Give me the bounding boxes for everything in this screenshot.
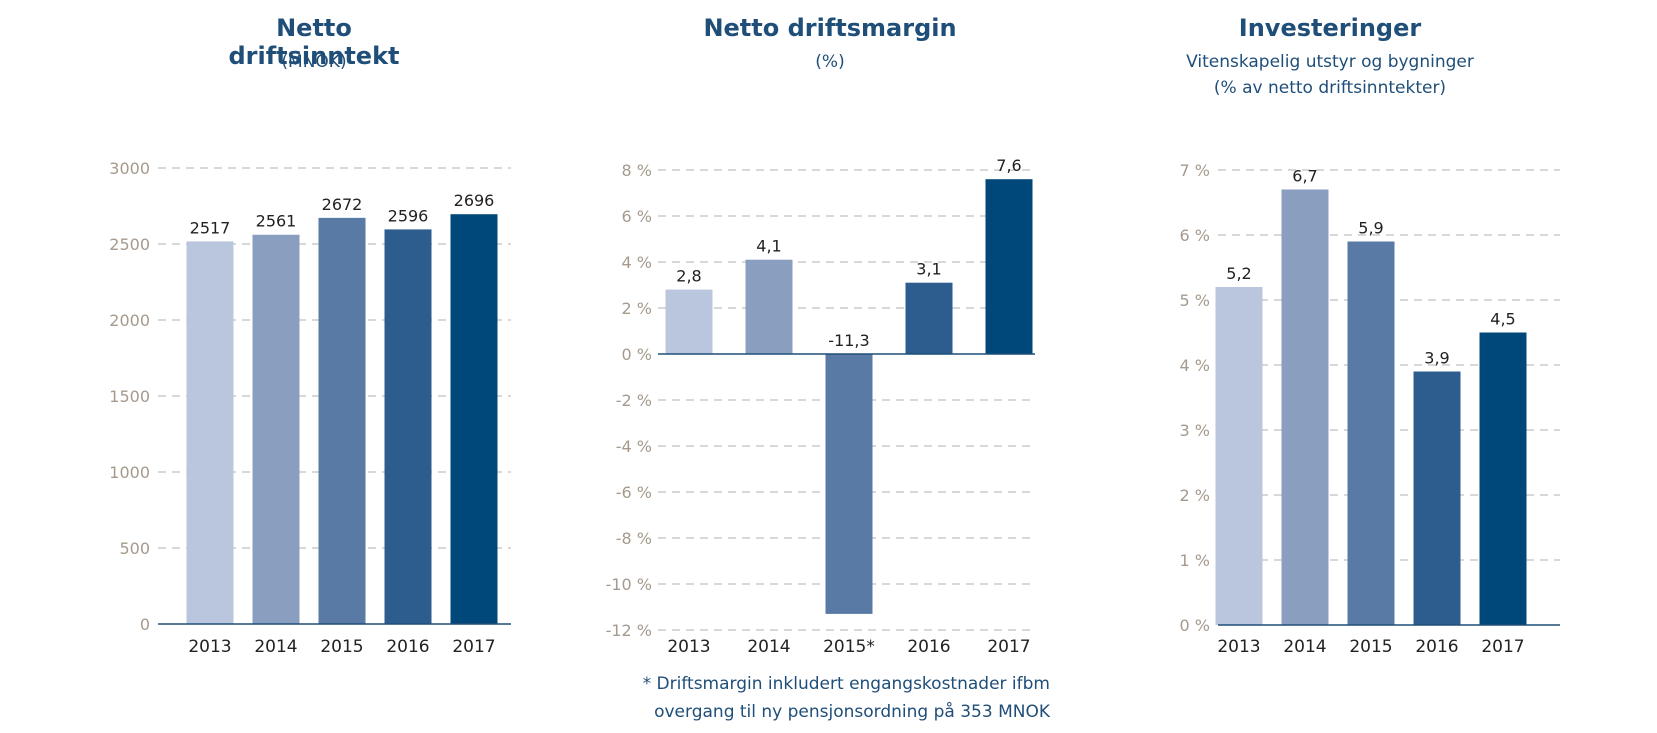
y-tick-label-chart3: 5 %: [1180, 291, 1210, 310]
x-tick-label-chart2: 2014: [747, 637, 790, 657]
bar-chart1-2014: [252, 234, 300, 624]
data-label-chart3: 6,7: [1292, 167, 1317, 186]
y-tick-label-chart2: -12 %: [606, 621, 652, 640]
bar-chart3-2014: [1281, 189, 1329, 625]
chart3-subtitle-line2: (% av netto driftsinntekter): [1213, 78, 1447, 98]
bar-chart3-2016: [1413, 371, 1461, 625]
y-tick-label-chart1: 2500: [109, 235, 150, 254]
y-tick-label-chart2: 2 %: [622, 299, 652, 318]
footnote-line2: overgang til ny pensjonsordning på 353 M…: [654, 702, 1050, 722]
x-tick-label-chart3: 2016: [1415, 637, 1458, 657]
data-label-chart3: 5,2: [1226, 264, 1251, 283]
bar-chart3-2017: [1479, 332, 1527, 625]
footnote-line1: * Driftsmargin inkludert engangskostnade…: [642, 674, 1050, 694]
bar-chart1-2013: [186, 241, 234, 624]
x-tick-label-chart3: 2017: [1481, 637, 1524, 657]
y-tick-label-chart2: -10 %: [606, 575, 652, 594]
chart1-subtitle: (MNOK): [281, 52, 347, 72]
bar-chart1-2017: [450, 214, 498, 624]
bar-chart2-2014: [745, 259, 793, 354]
y-tick-label-chart1: 1000: [109, 463, 150, 482]
bar-chart3-2015: [1347, 241, 1395, 625]
data-label-chart3: 4,5: [1490, 310, 1515, 329]
y-tick-label-chart1: 2000: [109, 311, 150, 330]
data-label-chart2: 3,1: [916, 260, 941, 279]
x-tick-label-chart1: 2014: [254, 637, 297, 657]
data-label-chart1: 2672: [322, 195, 363, 214]
footnote: * Driftsmargin inkludert engangskostnade…: [560, 670, 1050, 726]
y-tick-label-chart2: 4 %: [622, 253, 652, 272]
y-tick-label-chart2: -6 %: [616, 483, 652, 502]
y-tick-label-chart2: 6 %: [622, 207, 652, 226]
y-tick-label-chart1: 0: [140, 615, 150, 634]
chart3-title: Investeringer: [1238, 14, 1422, 42]
chart2-subtitle: (%): [815, 52, 845, 72]
y-tick-label-chart3: 0 %: [1180, 616, 1210, 635]
y-tick-label-chart2: -8 %: [616, 529, 652, 548]
data-label-chart2: 2,8: [676, 267, 701, 286]
data-label-chart1: 2596: [388, 206, 429, 225]
bar-chart2-2015: [825, 354, 873, 614]
chart3-subtitle-line1: Vitenskapelig utstyr og bygninger: [1186, 52, 1474, 72]
y-tick-label-chart2: 0 %: [622, 345, 652, 364]
y-tick-label-chart3: 3 %: [1180, 421, 1210, 440]
data-label-chart2: -11,3: [828, 331, 869, 350]
x-tick-label-chart1: 2016: [386, 637, 429, 657]
x-tick-label-chart2: 2015*: [823, 637, 875, 657]
data-label-chart2: 4,1: [756, 237, 781, 256]
bar-chart2-2013: [665, 289, 713, 354]
x-tick-label-chart2: 2017: [987, 637, 1030, 657]
bar-chart1-2015: [318, 217, 366, 624]
chart2-title: Netto driftsmargin: [703, 14, 957, 42]
data-label-chart3: 5,9: [1358, 219, 1383, 238]
y-tick-label-chart3: 7 %: [1180, 161, 1210, 180]
y-tick-label-chart3: 1 %: [1180, 551, 1210, 570]
y-tick-label-chart3: 6 %: [1180, 226, 1210, 245]
data-label-chart1: 2696: [454, 191, 495, 210]
chart1-title: Netto driftsinntekt: [228, 14, 400, 70]
y-tick-label-chart2: 8 %: [622, 161, 652, 180]
x-tick-label-chart1: 2017: [452, 637, 495, 657]
bar-chart2-2016: [905, 282, 953, 354]
y-tick-label-chart2: -4 %: [616, 437, 652, 456]
x-tick-label-chart1: 2015: [320, 637, 363, 657]
data-label-chart2: 7,6: [996, 156, 1021, 175]
y-tick-label-chart1: 500: [119, 539, 150, 558]
y-tick-label-chart1: 3000: [109, 159, 150, 178]
x-tick-label-chart2: 2016: [907, 637, 950, 657]
bar-chart3-2013: [1215, 287, 1263, 625]
bar-chart1-2016: [384, 229, 432, 624]
y-tick-label-chart3: 4 %: [1180, 356, 1210, 375]
x-tick-label-chart3: 2014: [1283, 637, 1326, 657]
x-tick-label-chart3: 2013: [1217, 637, 1260, 657]
y-tick-label-chart2: -2 %: [616, 391, 652, 410]
data-label-chart1: 2517: [190, 218, 231, 237]
y-tick-label-chart1: 1500: [109, 387, 150, 406]
data-label-chart1: 2561: [256, 212, 297, 231]
x-tick-label-chart3: 2015: [1349, 637, 1392, 657]
data-label-chart3: 3,9: [1424, 349, 1449, 368]
y-tick-label-chart3: 2 %: [1180, 486, 1210, 505]
x-tick-label-chart2: 2013: [667, 637, 710, 657]
bar-chart2-2017: [985, 179, 1033, 354]
x-tick-label-chart1: 2013: [188, 637, 231, 657]
